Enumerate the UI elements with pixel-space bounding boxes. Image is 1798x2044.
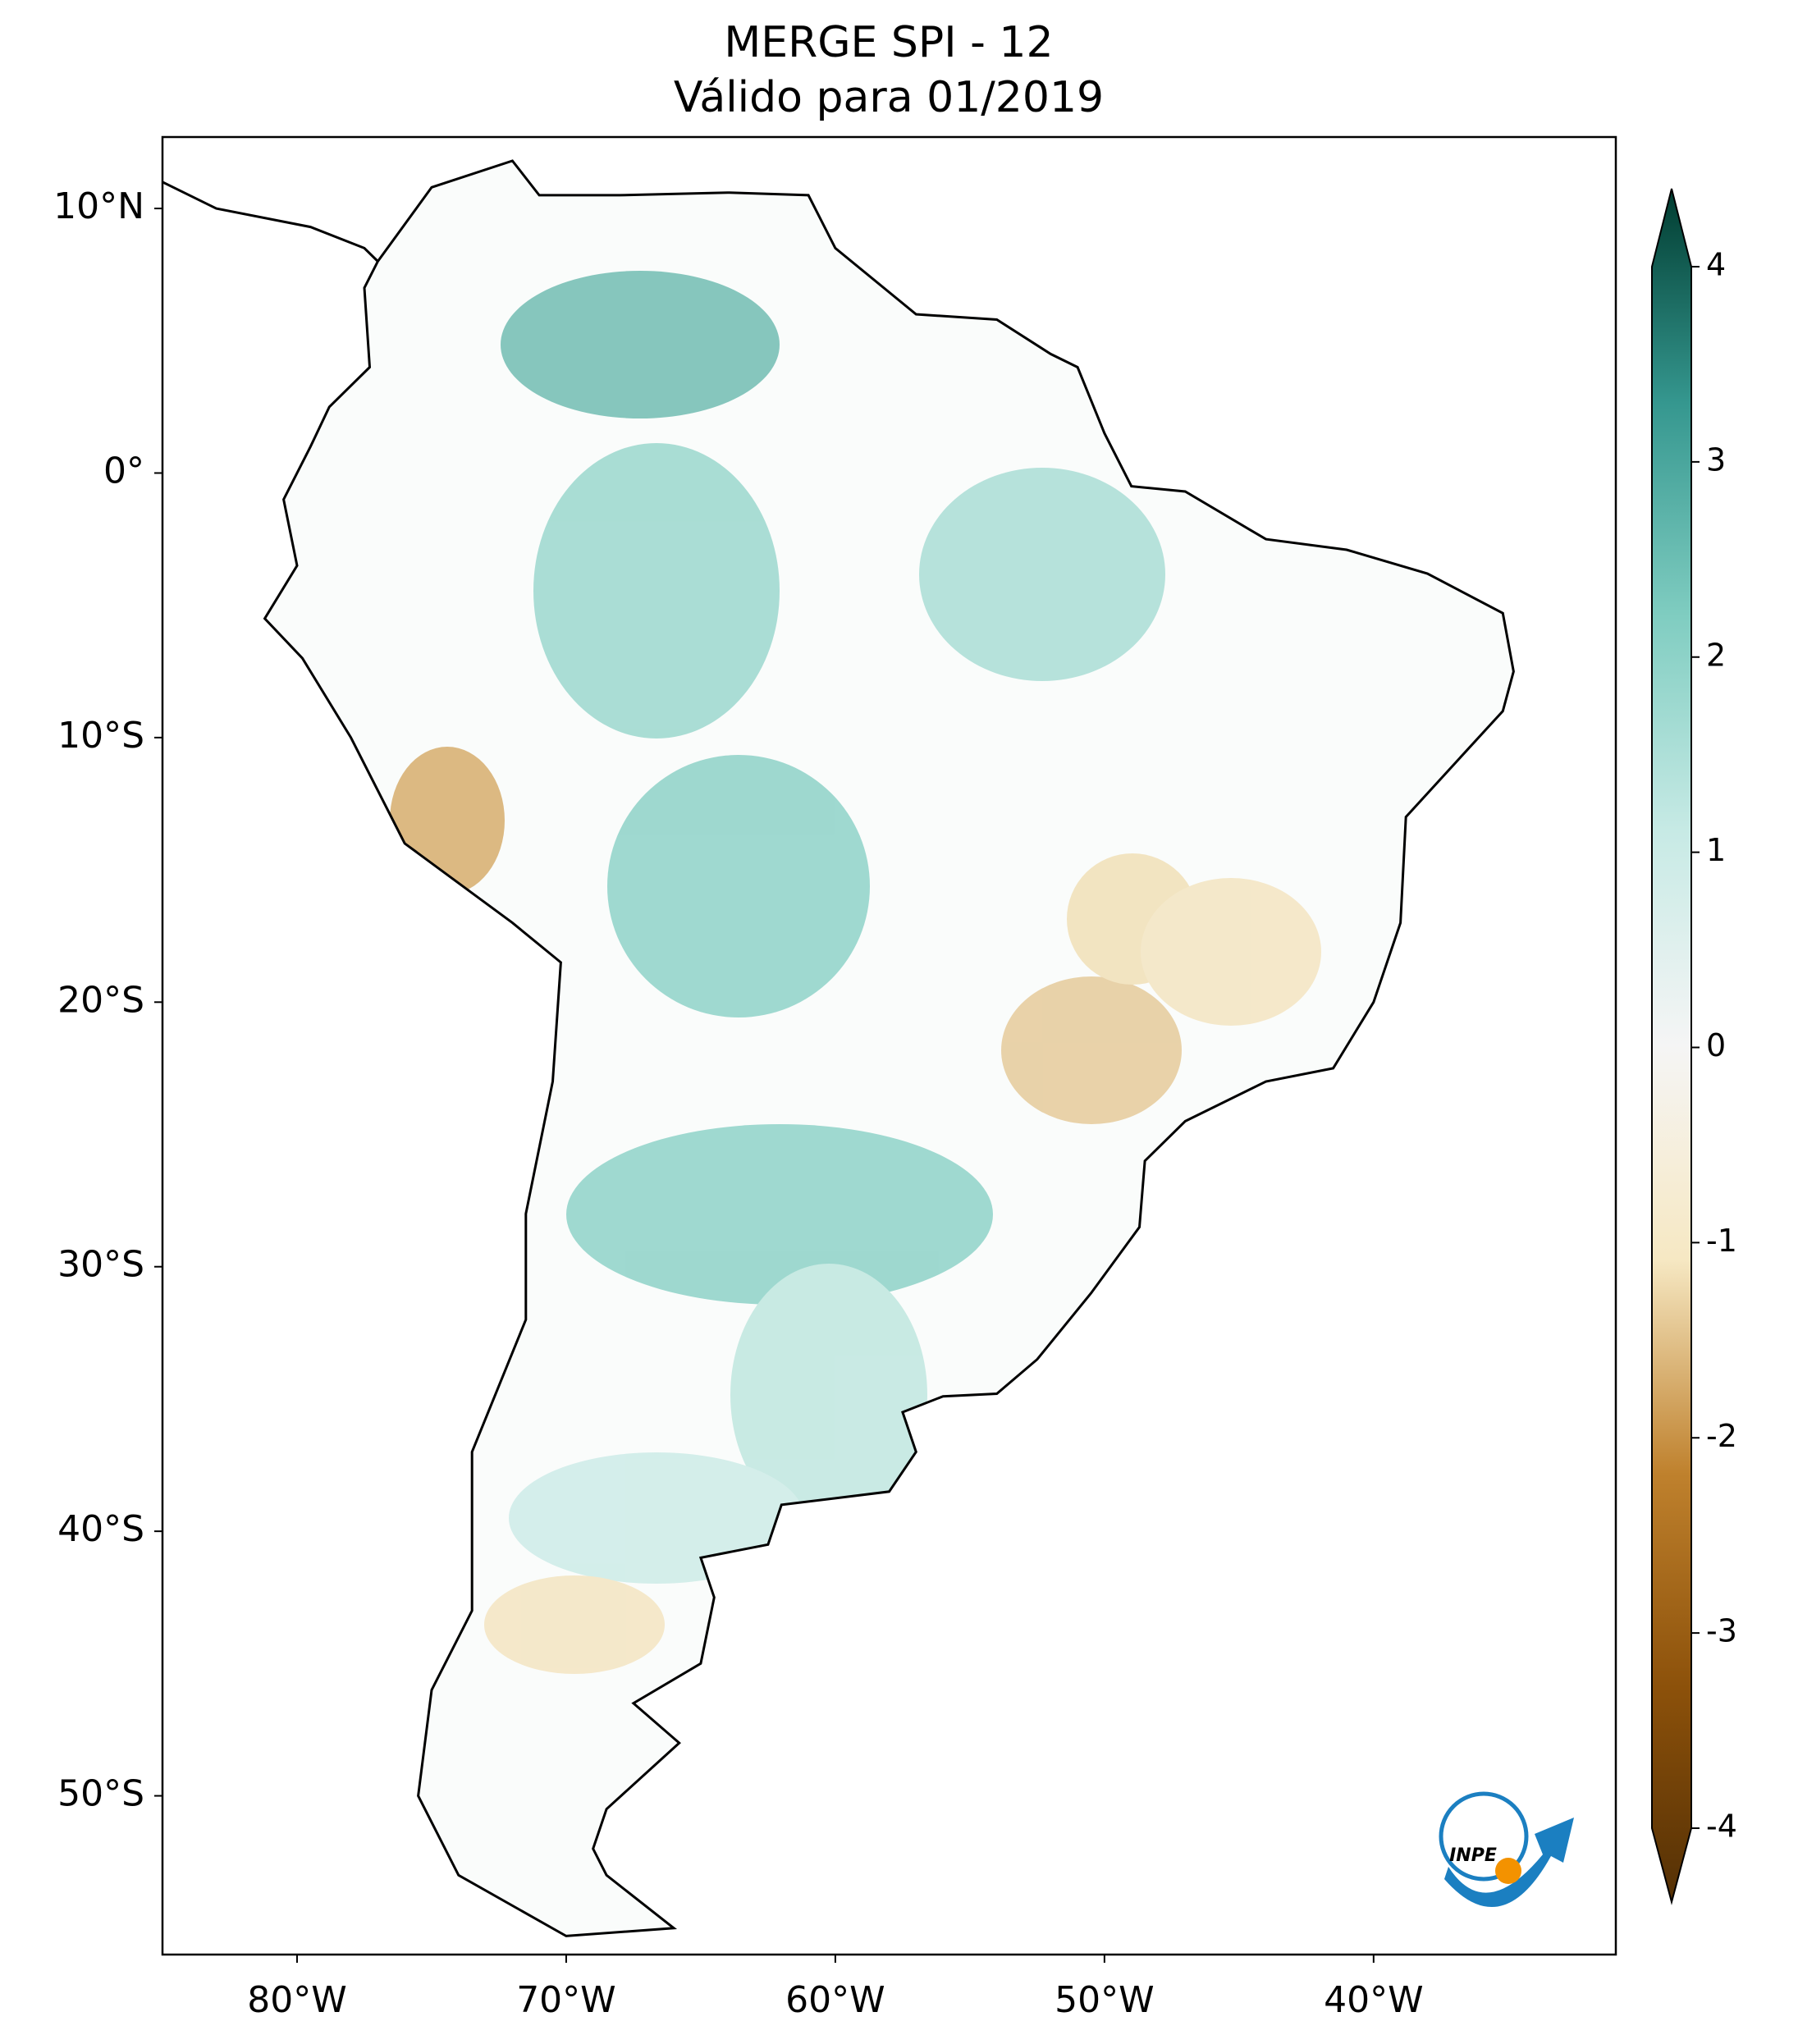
logo: INPE [1439, 1791, 1574, 1908]
y-tick-label: 40°S [57, 1508, 144, 1550]
map-frame [161, 135, 1617, 1956]
colorbar-tick-label: 3 [1706, 441, 1726, 478]
spi-field [390, 271, 1321, 1674]
coastline [162, 181, 379, 263]
x-tick-label: 40°W [1324, 1979, 1424, 2021]
wet-area [501, 271, 780, 418]
title: MERGE SPI - 12 [724, 18, 1053, 67]
x-tick-label: 60°W [785, 1979, 885, 2021]
y-tick-label: 20°S [57, 979, 144, 1021]
subtitle: Válido para 01/2019 [674, 73, 1104, 122]
y-tick-label: 10°N [53, 185, 144, 227]
wet-area [566, 1124, 993, 1305]
dry-area [484, 1575, 665, 1674]
wet-area [533, 443, 780, 738]
wet-area [730, 1264, 927, 1526]
wet-area [919, 468, 1165, 681]
x-tick-label: 80°W [247, 1979, 347, 2021]
y-tick-label: 10°S [57, 715, 144, 757]
logo-arrow [1444, 1818, 1574, 1908]
y-tick-label: 30°S [57, 1244, 144, 1286]
wet-area [607, 755, 870, 1017]
y-tick-label: 0° [103, 450, 144, 492]
map-area [162, 159, 1515, 1937]
colorbar [1651, 188, 1692, 1905]
coastline [263, 159, 1515, 1937]
x-tick-label: 70°W [516, 1979, 616, 2021]
colorbar-tick-label: 2 [1706, 637, 1726, 673]
colorbar-tick-label: -4 [1706, 1809, 1737, 1845]
colorbar-tick-label: -2 [1706, 1418, 1737, 1454]
dry-area [390, 747, 505, 894]
y-tick-label: 50°S [57, 1773, 144, 1815]
logo-dot [1495, 1858, 1521, 1884]
logo-text: INPE [1449, 1845, 1497, 1866]
colorbar-tick-label: 0 [1706, 1027, 1726, 1063]
dry-area [1141, 878, 1321, 1026]
x-tick-label: 50°W [1055, 1979, 1155, 2021]
wet-area [509, 1452, 804, 1584]
colorbar-tick-label: 4 [1706, 247, 1726, 283]
land [264, 161, 1514, 1937]
logo-ring [1439, 1791, 1529, 1882]
colorbar-tick-label: 1 [1706, 832, 1726, 868]
colorbar-tick-label: -3 [1706, 1613, 1737, 1649]
dry-area [1001, 976, 1182, 1124]
colorbar-tick-label: -1 [1706, 1223, 1737, 1259]
